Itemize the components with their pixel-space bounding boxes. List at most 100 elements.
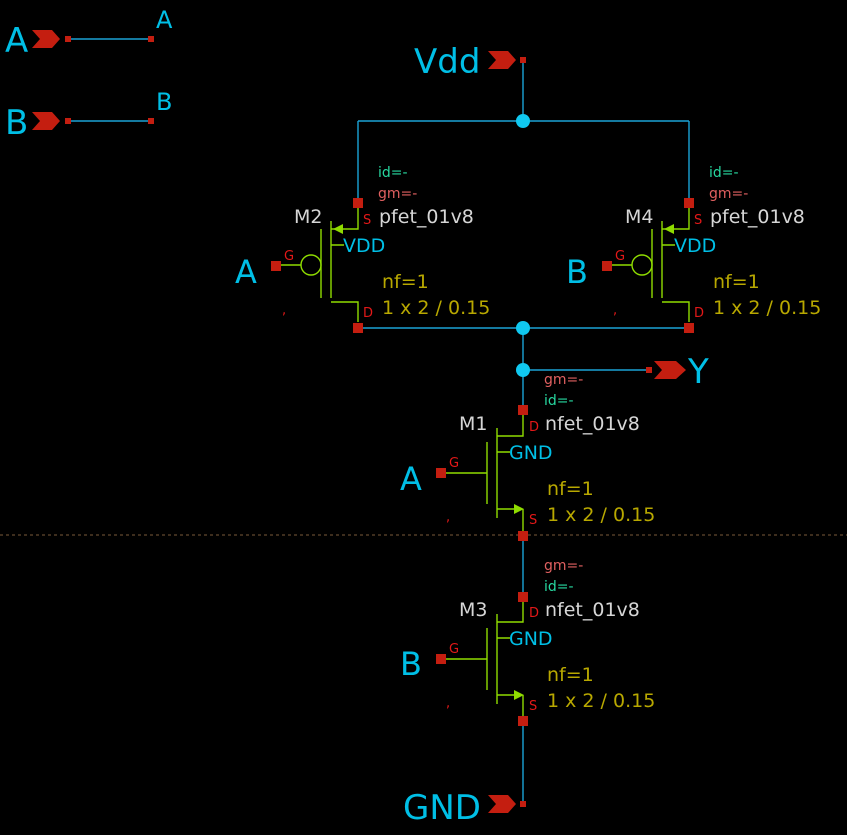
terminal-letter: G — [284, 249, 294, 264]
terminal — [646, 367, 652, 373]
input-pin-a[interactable]: A A — [5, 6, 173, 61]
terminal — [148, 118, 154, 124]
terminal-letter: D — [694, 306, 704, 321]
device-model: pfet_01v8 — [379, 206, 474, 228]
terminal — [65, 36, 71, 42]
transistor-m2[interactable]: id=- gm=- S M2 pfet_01v8 G A VDD nf=1 1 … — [235, 165, 490, 333]
gate-net-label: A — [400, 460, 422, 498]
pmos-symbol — [320, 208, 359, 322]
transistor-m1[interactable]: gm=- id=- D M1 nfet_01v8 G A GND nf=1 1 … — [400, 372, 655, 541]
transistor-m3[interactable]: gm=- id=- D M3 nfet_01v8 G B GND nf=1 1 … — [400, 558, 655, 726]
terminal-letter: S — [529, 699, 537, 714]
source-terminal — [518, 716, 528, 726]
bulk-label: VDD — [674, 235, 716, 257]
gate-bubble-icon — [300, 254, 322, 276]
source-arrow-icon — [333, 224, 343, 234]
port-arrow-icon — [488, 51, 516, 69]
gate-terminal — [271, 261, 281, 271]
nf-param: nf=1 — [713, 271, 760, 293]
nf-param: nf=1 — [547, 478, 594, 500]
terminal-letter: D — [529, 606, 539, 621]
terminal-letter: G — [449, 642, 459, 657]
device-mark: , — [282, 303, 286, 318]
size-param: 1 x 2 / 0.15 — [547, 504, 655, 526]
id-annotation: id=- — [544, 393, 574, 409]
device-name: M4 — [625, 206, 653, 228]
nmos-symbol — [486, 602, 524, 704]
id-annotation: id=- — [544, 579, 574, 595]
terminal-letter: D — [363, 306, 373, 321]
junction-dot — [516, 114, 530, 128]
net-label-b: B — [156, 88, 172, 116]
terminal-letter: S — [363, 213, 371, 228]
gnd-label: GND — [403, 788, 481, 828]
device-name: M1 — [459, 413, 487, 435]
drain-terminal — [353, 323, 363, 333]
device-mark: , — [613, 303, 617, 318]
gm-annotation: gm=- — [544, 372, 583, 388]
vdd-label: Vdd — [414, 42, 480, 82]
transistor-m4[interactable]: id=- gm=- S M4 pfet_01v8 G B VDD nf=1 1 … — [566, 165, 821, 333]
nmos-symbol — [486, 415, 524, 518]
source-terminal — [518, 531, 528, 541]
nf-param: nf=1 — [547, 664, 594, 686]
pin-a-label: A — [5, 21, 28, 61]
gm-annotation: gm=- — [378, 186, 417, 202]
gate-terminal — [436, 468, 446, 478]
port-arrow-icon — [488, 795, 516, 813]
terminal-letter: D — [529, 420, 539, 435]
port-arrow-icon — [32, 30, 60, 48]
bulk-label: VDD — [343, 235, 385, 257]
device-mark: , — [446, 696, 450, 711]
device-model: nfet_01v8 — [545, 599, 640, 621]
id-annotation: id=- — [709, 165, 739, 181]
id-annotation: id=- — [378, 165, 408, 181]
gm-annotation: gm=- — [544, 558, 583, 574]
gate-terminal — [602, 261, 612, 271]
gate-net-label: B — [566, 253, 588, 291]
device-name: M3 — [459, 599, 487, 621]
terminal-letter: G — [449, 456, 459, 471]
size-param: 1 x 2 / 0.15 — [382, 297, 490, 319]
vdd-pin[interactable]: Vdd — [414, 42, 526, 82]
drain-terminal — [518, 592, 528, 602]
terminal — [65, 118, 71, 124]
device-mark: , — [446, 510, 450, 525]
pin-b-label: B — [5, 103, 28, 143]
gate-net-label: B — [400, 645, 422, 683]
terminal — [520, 801, 526, 807]
port-arrow-icon — [32, 112, 60, 130]
drain-terminal — [684, 323, 694, 333]
junction-dot — [516, 363, 530, 377]
terminal-letter: S — [529, 513, 537, 528]
source-arrow-icon — [664, 224, 674, 234]
pmos-symbol — [651, 208, 690, 322]
gate-net-label: A — [235, 253, 257, 291]
device-model: nfet_01v8 — [545, 413, 640, 435]
gate-bubble-icon — [631, 254, 653, 276]
size-param: 1 x 2 / 0.15 — [547, 690, 655, 712]
y-label: Y — [687, 352, 709, 392]
port-arrow-icon — [654, 361, 686, 379]
gnd-pin[interactable]: GND — [403, 788, 526, 828]
output-pin-y[interactable]: Y — [646, 352, 709, 392]
terminal-letter: S — [694, 213, 702, 228]
terminal-letter: G — [615, 249, 625, 264]
gm-annotation: gm=- — [709, 186, 748, 202]
bulk-label: GND — [509, 442, 553, 464]
junction-dot — [516, 321, 530, 335]
source-arrow-icon — [514, 690, 524, 700]
source-arrow-icon — [514, 504, 524, 514]
size-param: 1 x 2 / 0.15 — [713, 297, 821, 319]
source-terminal — [684, 198, 694, 208]
drain-terminal — [518, 405, 528, 415]
bulk-label: GND — [509, 628, 553, 650]
input-pin-b[interactable]: B B — [5, 88, 172, 143]
terminal — [520, 57, 526, 63]
terminal — [148, 36, 154, 42]
nf-param: nf=1 — [382, 271, 429, 293]
gate-terminal — [436, 654, 446, 664]
net-label-a: A — [156, 6, 173, 34]
source-terminal — [353, 198, 363, 208]
